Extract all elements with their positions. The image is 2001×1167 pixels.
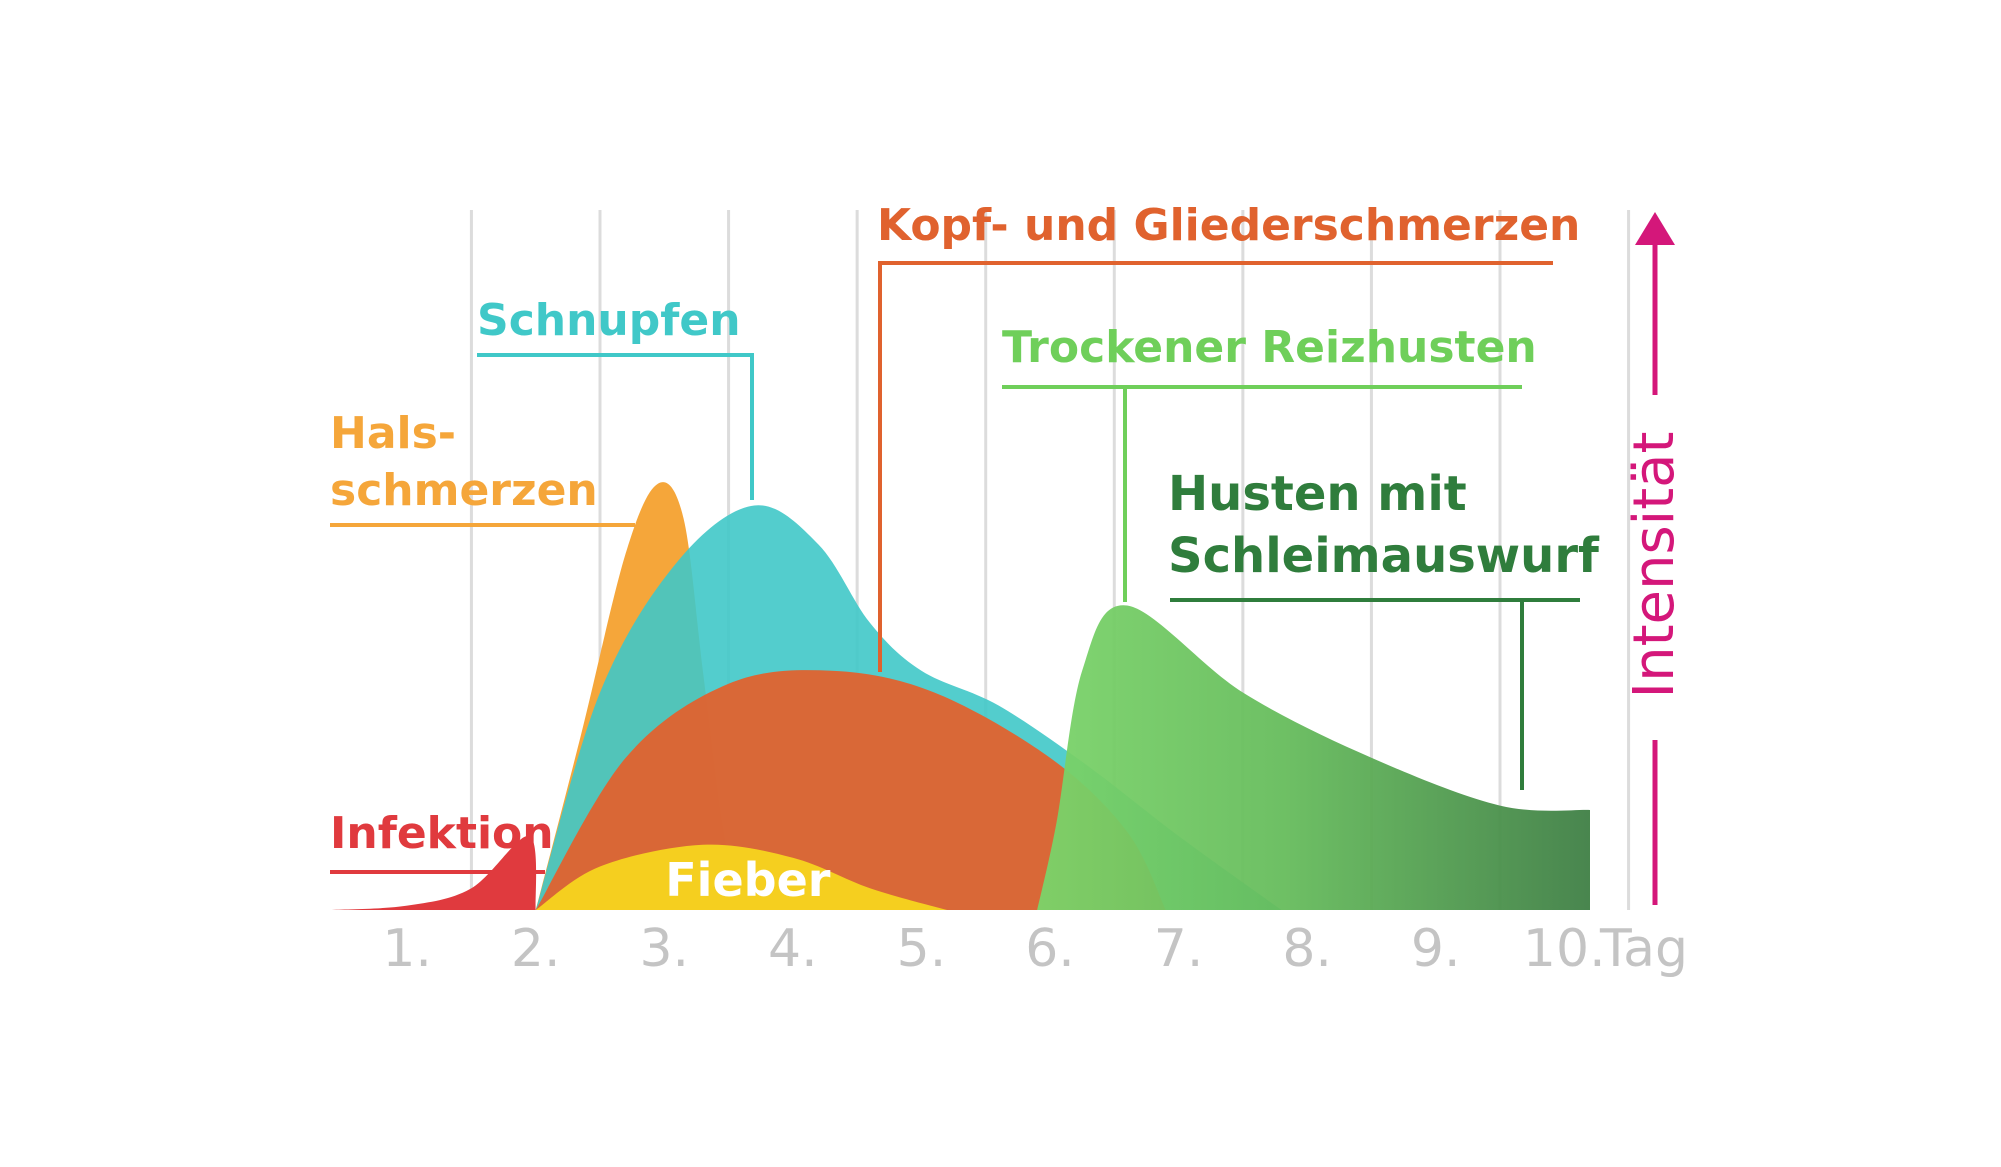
label-hals-line1: Hals- [330, 408, 456, 459]
tick-2: 2. [511, 919, 561, 979]
symptom-areas [330, 482, 1590, 910]
intensity-axis: Intensität [1622, 212, 1687, 905]
label-trocken: Trockener Reizhusten [1002, 322, 1537, 373]
leader-kopf [878, 261, 1553, 672]
area-fieber [535, 844, 948, 910]
leader-schnupfen [477, 353, 754, 500]
label-schleim-line1: Husten mit [1168, 466, 1467, 522]
label-schleim-line2: Schleimauswurf [1168, 528, 1600, 584]
y-axis-label: Intensität [1622, 432, 1687, 699]
tick-7: 7. [1154, 919, 1204, 979]
label-kopf: Kopf- und Gliederschmerzen [877, 200, 1580, 251]
label-fieber: Fieber [665, 853, 831, 907]
label-infektion: Infektion [330, 808, 554, 859]
y-axis-arrowhead [1635, 212, 1675, 245]
tick-9: 9. [1411, 919, 1461, 979]
label-leader-lines [330, 261, 1580, 874]
tick-5: 5. [897, 919, 947, 979]
tick-10: 10. [1523, 919, 1606, 979]
vertical-gridlines [469, 210, 1631, 910]
x-axis-ticks: 1. 2. 3. 4. 5. 6. 7. 8. 9. 10.Tag [382, 919, 1688, 979]
label-hals-line2: schmerzen [330, 465, 598, 516]
x-unit-label: Tag [1599, 919, 1688, 979]
tick-1: 1. [382, 919, 432, 979]
area-husten [1037, 605, 1590, 910]
tick-8: 8. [1282, 919, 1332, 979]
series-labels: Infektion Hals-schmerzen Schnupfen Kopf- un… [330, 200, 1600, 907]
tick-6: 6. [1025, 919, 1075, 979]
tick-4: 4. [768, 919, 818, 979]
label-schnupfen: Schnupfen [477, 295, 741, 346]
area-infektion [330, 835, 537, 910]
tick-3: 3. [639, 919, 689, 979]
